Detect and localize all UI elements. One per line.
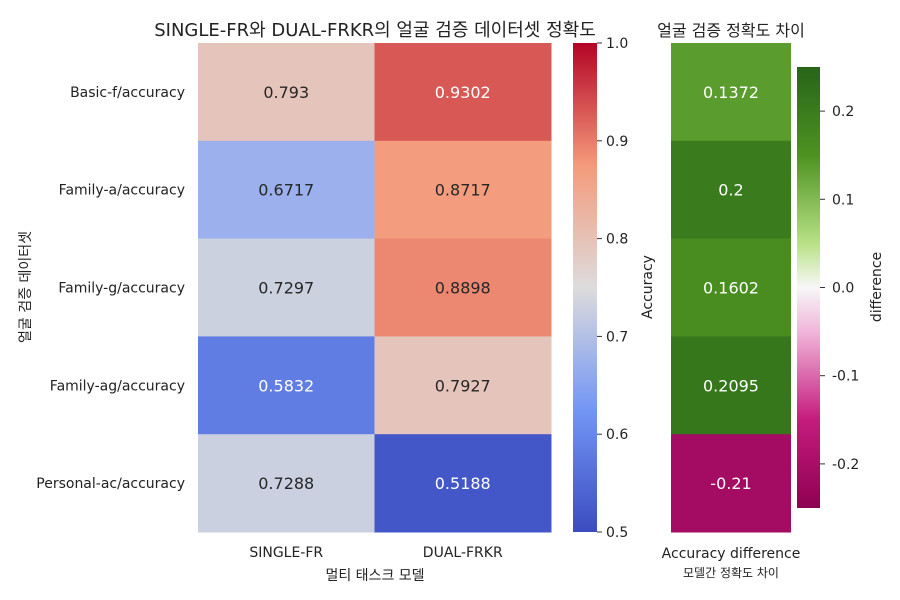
diff-heatmap-title: 얼굴 검증 정확도 차이 (657, 21, 805, 40)
diff-heatmap-cell-label: 0.2 (718, 181, 743, 200)
heatmap-cell (198, 336, 375, 435)
heatmap-cell-label: 0.5832 (258, 376, 314, 395)
colorbar-tick-label: 1.0 (606, 36, 628, 52)
y-tick-label: Family-g/accuracy (58, 281, 185, 297)
heatmap-cell-label: 0.793 (263, 83, 309, 102)
heatmap-cell (198, 43, 375, 142)
colorbar-tick-label: 0.2 (832, 104, 854, 120)
heatmap-cell (198, 238, 375, 337)
colorbar-tick-label: -0.1 (832, 369, 859, 385)
heatmap-cell-label: 0.6717 (258, 181, 314, 200)
main-heatmap-ticks: Basic-f/accuracy Family-a/accuracy Family-… (36, 85, 503, 561)
heatmap-cell (374, 43, 552, 142)
y-tick-label: Basic-f/accuracy (70, 85, 185, 101)
heatmap-cell-label: 0.7297 (258, 279, 314, 298)
diff-heatmap-cell (671, 43, 791, 142)
heatmap-cell-label: 0.5188 (435, 474, 491, 493)
accuracy-colorbar-label: Accuracy (640, 255, 656, 319)
heatmap-cell (198, 140, 375, 240)
heatmap-cell (198, 434, 375, 533)
colorbar-tick-label: 0.1 (832, 192, 854, 208)
diff-heatmap-cell-label: -0.21 (710, 474, 751, 493)
diff-heatmap-cells: 0.1372 0.2 0.1602 0.2095 -0.21 (671, 43, 791, 533)
heatmap-cell (374, 336, 552, 435)
heatmap-cell-label: 0.9302 (435, 83, 491, 102)
y-tick-label: Family-ag/accuracy (50, 378, 185, 394)
main-y-axis-label: 얼굴 검증 데이터셋 (18, 231, 34, 343)
colorbar-tick-label: -0.2 (832, 457, 859, 473)
main-heatmap-title: SINGLE-FR와 DUAL-FRKR의 얼굴 검증 데이터셋 정확도 (154, 20, 596, 41)
difference-colorbar-ticks: 0.2 0.1 0.0 -0.1 -0.2 (820, 104, 859, 473)
colorbar-tick-label: 0.8 (606, 232, 628, 248)
heatmap-cell-label: 0.7288 (258, 474, 314, 493)
diff-heatmap-cell (671, 434, 791, 533)
main-heatmap-cells: 0.793 0.9302 0.6717 0.8717 0.7297 0.8898 0.583… (198, 43, 552, 533)
x-tick-label: SINGLE-FR (249, 545, 323, 561)
diff-heatmap-cell-label: 0.1372 (703, 83, 759, 102)
accuracy-colorbar-ticks: 0.5 0.6 0.7 0.8 0.9 1.0 (597, 36, 628, 541)
colorbar-tick-label: 0.5 (606, 525, 628, 541)
heatmap-cell (374, 238, 552, 337)
accuracy-colorbar (573, 43, 597, 532)
diff-heatmap-cell (671, 140, 791, 240)
diff-heatmap-cell (671, 238, 791, 337)
heatmap-cell (374, 140, 552, 240)
heatmap-cell (374, 434, 552, 533)
x-tick-label: DUAL-FRKR (423, 545, 503, 561)
y-tick-label: Personal-ac/accuracy (36, 476, 185, 492)
diff-heatmap-cell-label: 0.2095 (703, 376, 759, 395)
diff-heatmap-cell-label: 0.1602 (703, 279, 759, 298)
main-x-axis-label: 멀티 태스크 모델 (325, 568, 424, 584)
colorbar-tick-label: 0.9 (606, 134, 628, 150)
difference-colorbar-label: difference (869, 252, 885, 322)
diff-x-axis-sublabel: 모델간 정확도 차이 (683, 566, 779, 580)
colorbar-tick-label: 0.0 (832, 281, 854, 297)
difference-colorbar (797, 67, 820, 508)
heatmap-cell-label: 0.8898 (435, 279, 491, 298)
diff-x-axis-label: Accuracy difference (662, 546, 801, 562)
y-tick-label: Family-a/accuracy (59, 183, 185, 199)
colorbar-tick-label: 0.7 (606, 329, 628, 345)
heatmap-cell-label: 0.8717 (435, 181, 491, 200)
diff-heatmap-cell (671, 336, 791, 435)
colorbar-tick-label: 0.6 (606, 427, 628, 443)
heatmap-cell-label: 0.7927 (435, 376, 491, 395)
